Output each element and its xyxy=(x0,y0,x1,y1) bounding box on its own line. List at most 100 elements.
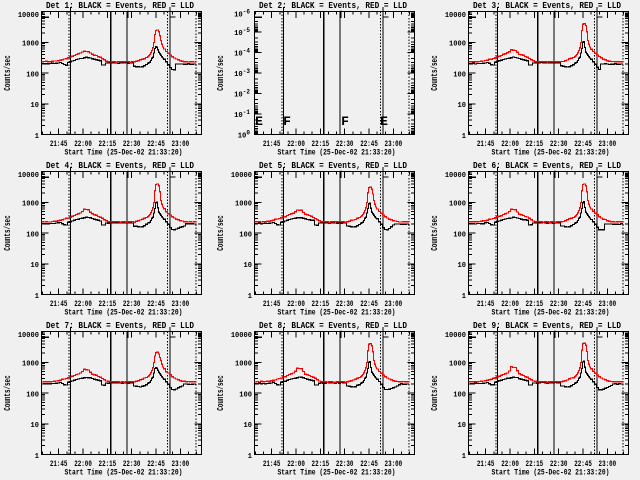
svg-text:Start Time (25-Dec-02 21:33:20: Start Time (25-Dec-02 21:33:20) xyxy=(64,148,182,158)
svg-text:21:45: 21:45 xyxy=(263,139,281,149)
svg-text:1000: 1000 xyxy=(449,201,466,209)
svg-text:23:00: 23:00 xyxy=(385,459,403,469)
svg-text:22:30: 22:30 xyxy=(336,459,354,469)
svg-text:Counts/sec: Counts/sec xyxy=(3,55,13,90)
svg-text:21:45: 21:45 xyxy=(50,139,68,149)
svg-text:22:15: 22:15 xyxy=(99,299,117,309)
svg-text:21:45: 21:45 xyxy=(50,459,68,469)
svg-text:22:30: 22:30 xyxy=(123,459,141,469)
svg-text:21:45: 21:45 xyxy=(477,139,495,149)
svg-text:22:30: 22:30 xyxy=(123,139,141,149)
svg-text:22:30: 22:30 xyxy=(550,139,568,149)
svg-text:10000: 10000 xyxy=(445,332,466,340)
svg-text:10000: 10000 xyxy=(231,332,252,340)
svg-text:Counts/sec: Counts/sec xyxy=(216,375,226,410)
svg-text:1: 1 xyxy=(248,293,252,301)
svg-text:22:15: 22:15 xyxy=(99,459,117,469)
svg-text:10000: 10000 xyxy=(445,172,466,180)
svg-text:100: 100 xyxy=(26,231,39,239)
svg-text:10-4: 10-4 xyxy=(234,48,250,59)
svg-text:10000: 10000 xyxy=(18,172,39,180)
svg-text:1000: 1000 xyxy=(235,361,252,369)
svg-text:10: 10 xyxy=(458,262,466,270)
svg-text:F: F xyxy=(283,114,291,129)
svg-text:10-3: 10-3 xyxy=(234,68,250,79)
svg-text:Counts/sec: Counts/sec xyxy=(430,55,440,90)
svg-text:Counts/sec: Counts/sec xyxy=(430,375,440,410)
svg-text:Start Time (25-Dec-02 21:33:20: Start Time (25-Dec-02 21:33:20) xyxy=(491,148,609,158)
svg-text:22:00: 22:00 xyxy=(74,139,92,149)
svg-text:22:45: 22:45 xyxy=(360,459,378,469)
svg-text:1000: 1000 xyxy=(449,41,466,49)
svg-text:1000: 1000 xyxy=(235,201,252,209)
svg-text:22:45: 22:45 xyxy=(574,299,592,309)
svg-text:Start Time (25-Dec-02 21:33:20: Start Time (25-Dec-02 21:33:20) xyxy=(277,148,395,158)
svg-text:1000: 1000 xyxy=(22,361,39,369)
svg-text:100: 100 xyxy=(239,231,252,239)
svg-text:22:00: 22:00 xyxy=(74,459,92,469)
svg-text:10: 10 xyxy=(458,422,466,430)
svg-text:Det 2: BLACK = Events, RED = L: Det 2: BLACK = Events, RED = LLD xyxy=(259,1,408,11)
svg-text:Start Time (25-Dec-02 21:33:20: Start Time (25-Dec-02 21:33:20) xyxy=(64,308,182,318)
svg-text:10: 10 xyxy=(244,262,252,270)
svg-text:23:00: 23:00 xyxy=(172,139,190,149)
svg-text:22:30: 22:30 xyxy=(123,299,141,309)
svg-text:1: 1 xyxy=(462,453,466,461)
svg-text:22:15: 22:15 xyxy=(526,299,544,309)
svg-text:21:45: 21:45 xyxy=(477,459,495,469)
svg-text:10000: 10000 xyxy=(18,12,39,20)
svg-text:E: E xyxy=(380,114,388,129)
svg-text:22:45: 22:45 xyxy=(147,459,165,469)
svg-text:10: 10 xyxy=(458,102,466,110)
svg-text:Start Time (25-Dec-02 21:33:20: Start Time (25-Dec-02 21:33:20) xyxy=(491,468,609,478)
svg-text:Det 6: BLACK = Events, RED = L: Det 6: BLACK = Events, RED = LLD xyxy=(473,161,622,171)
svg-text:Start Time (25-Dec-02 21:33:20: Start Time (25-Dec-02 21:33:20) xyxy=(277,468,395,478)
svg-text:10: 10 xyxy=(31,422,39,430)
svg-text:100: 100 xyxy=(453,231,466,239)
svg-text:1: 1 xyxy=(248,453,252,461)
svg-text:1000: 1000 xyxy=(22,41,39,49)
svg-text:22:15: 22:15 xyxy=(526,459,544,469)
svg-text:Counts/sec: Counts/sec xyxy=(216,55,226,90)
svg-text:1: 1 xyxy=(35,293,39,301)
svg-text:22:00: 22:00 xyxy=(501,459,519,469)
svg-text:23:00: 23:00 xyxy=(599,139,617,149)
svg-text:21:45: 21:45 xyxy=(263,299,281,309)
svg-text:1000: 1000 xyxy=(449,361,466,369)
svg-text:10-6: 10-6 xyxy=(234,9,250,20)
svg-text:Counts/sec: Counts/sec xyxy=(3,215,13,250)
svg-text:22:45: 22:45 xyxy=(574,459,592,469)
svg-text:Det 7: BLACK = Events, RED = L: Det 7: BLACK = Events, RED = LLD xyxy=(46,321,195,331)
svg-text:100: 100 xyxy=(26,71,39,79)
svg-text:E: E xyxy=(255,114,263,129)
svg-text:22:15: 22:15 xyxy=(526,139,544,149)
svg-text:1: 1 xyxy=(462,133,466,141)
svg-text:22:00: 22:00 xyxy=(501,299,519,309)
svg-text:21:45: 21:45 xyxy=(477,299,495,309)
svg-text:Det 4: BLACK = Events, RED = L: Det 4: BLACK = Events, RED = LLD xyxy=(46,161,195,171)
svg-text:22:45: 22:45 xyxy=(360,139,378,149)
svg-text:22:15: 22:15 xyxy=(312,299,330,309)
svg-text:Counts/sec: Counts/sec xyxy=(430,215,440,250)
svg-text:Start Time (25-Dec-02 21:33:20: Start Time (25-Dec-02 21:33:20) xyxy=(491,308,609,318)
svg-text:23:00: 23:00 xyxy=(385,299,403,309)
svg-text:Det 1: BLACK = Events, RED = L: Det 1: BLACK = Events, RED = LLD xyxy=(46,1,195,11)
svg-text:22:45: 22:45 xyxy=(147,299,165,309)
svg-text:Start Time (25-Dec-02 21:33:20: Start Time (25-Dec-02 21:33:20) xyxy=(277,308,395,318)
svg-text:10: 10 xyxy=(244,422,252,430)
svg-text:22:30: 22:30 xyxy=(550,459,568,469)
svg-text:22:30: 22:30 xyxy=(336,299,354,309)
svg-text:22:00: 22:00 xyxy=(74,299,92,309)
svg-text:Start Time (25-Dec-02 21:33:20: Start Time (25-Dec-02 21:33:20) xyxy=(64,468,182,478)
svg-text:100: 100 xyxy=(26,391,39,399)
svg-text:1: 1 xyxy=(35,133,39,141)
svg-text:22:45: 22:45 xyxy=(360,299,378,309)
svg-text:10000: 10000 xyxy=(18,332,39,340)
svg-text:10-1: 10-1 xyxy=(234,109,250,120)
svg-text:Det 8: BLACK = Events, RED = L: Det 8: BLACK = Events, RED = LLD xyxy=(259,321,408,331)
svg-text:22:00: 22:00 xyxy=(287,299,305,309)
svg-text:22:15: 22:15 xyxy=(99,139,117,149)
svg-text:22:15: 22:15 xyxy=(312,459,330,469)
svg-text:100: 100 xyxy=(453,71,466,79)
svg-text:22:30: 22:30 xyxy=(550,299,568,309)
